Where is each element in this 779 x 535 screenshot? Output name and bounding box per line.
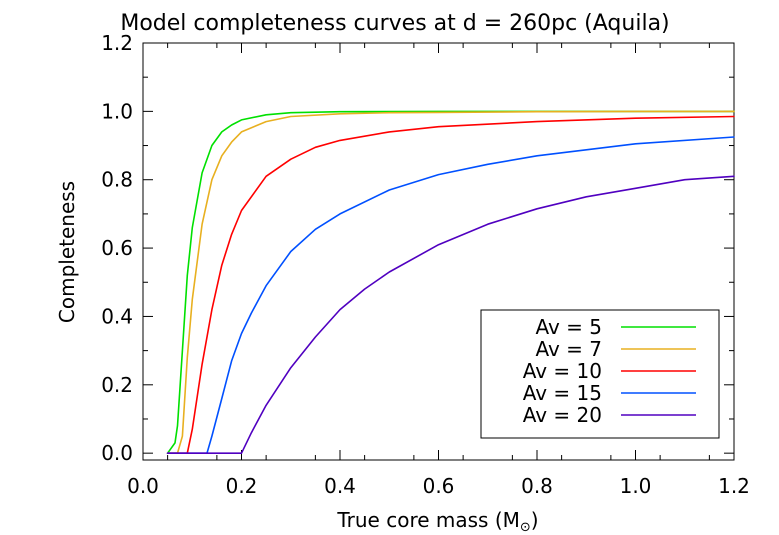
series-line-av-5 (166, 110, 735, 454)
y-tick-label: 1.0 (101, 99, 133, 123)
y-tick-label: 0.4 (101, 304, 133, 328)
y-tick-label: 1.2 (101, 31, 133, 55)
legend-label-av-5: Av = 5 (535, 315, 602, 339)
legend-box (480, 309, 720, 439)
series-line-av-10 (166, 115, 735, 454)
y-tick-label: 0.2 (101, 373, 133, 397)
x-tick-label: 0.0 (127, 474, 159, 498)
x-axis-label-close: ) (531, 508, 539, 532)
x-tick-label: 1.2 (718, 474, 750, 498)
legend-label-av-20: Av = 20 (523, 403, 602, 427)
x-tick-label: 0.4 (324, 474, 356, 498)
x-axis-label-text: True core mass (M (336, 508, 520, 532)
x-tick-label: 0.2 (226, 474, 258, 498)
y-tick-label: 0.8 (101, 168, 133, 192)
series-line-av-15 (166, 136, 735, 454)
x-tick-label: 0.6 (423, 474, 455, 498)
y-tick-label: 0.0 (101, 441, 133, 465)
axis-ticks: 0.0 0.2 0.4 0.6 0.8 1.0 1.2 0.0 0.2 0.4 0.6 0.8 1.0 1… (101, 31, 750, 498)
series-line-av-7 (166, 110, 735, 454)
solar-mass-subscript: ⊙ (520, 520, 531, 535)
legend-label-av-10: Av = 10 (523, 359, 602, 383)
x-tick-label: 0.8 (521, 474, 553, 498)
chart-title: Model completeness curves at d = 260pc (… (120, 11, 669, 36)
y-tick-label: 0.6 (101, 236, 133, 260)
series-layer (166, 110, 735, 454)
series-line-av-20 (166, 175, 735, 454)
legend-label-av-15: Av = 15 (523, 381, 602, 405)
y-axis-label: Completeness (55, 181, 79, 323)
x-axis-label: True core mass (M⊙) (336, 508, 538, 535)
x-tick-label: 1.0 (620, 474, 652, 498)
legend-label-av-7: Av = 7 (535, 337, 602, 361)
